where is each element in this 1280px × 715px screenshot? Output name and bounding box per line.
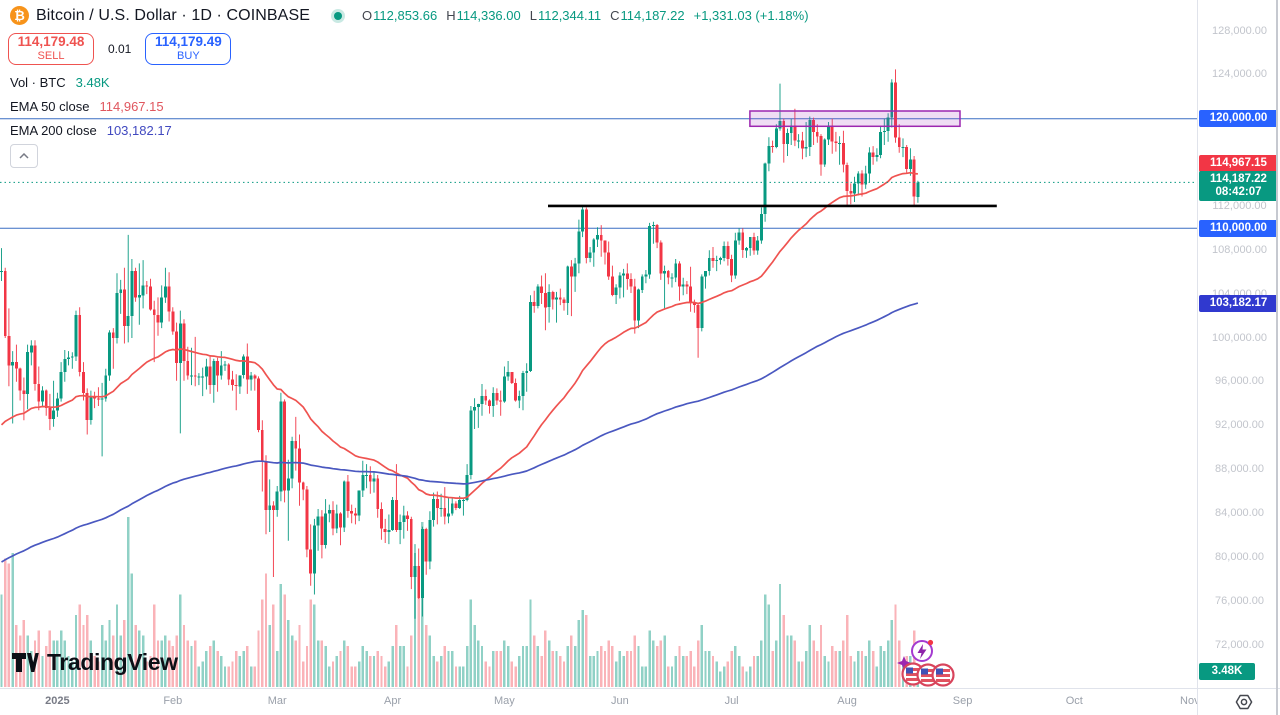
symbol-title[interactable]: Bitcoin / U.S. Dollar · 1D · COINBASE: [36, 6, 310, 24]
ohlc-values: O 112,853.66 H 114,336.00 L 112,344.11 C 114…: [362, 8, 809, 23]
volume-badge: 3.48K: [1199, 663, 1255, 680]
time-axis-label: Oct: [1065, 695, 1083, 707]
time-axis-label: May: [494, 695, 515, 707]
volume-value: 3.48K: [75, 74, 110, 90]
market-status-icon: [331, 8, 345, 23]
symbol-header[interactable]: ₿ Bitcoin / U.S. Dollar · 1D · COINBASE …: [10, 6, 809, 25]
price-tick-label: 72,000.00: [1215, 638, 1264, 651]
ema50-value-badge: 114,967.15: [1199, 155, 1278, 173]
tradingview-logo[interactable]: TradingView: [10, 649, 178, 676]
price-tick-label: 112,000.00: [1212, 199, 1267, 212]
time-scale[interactable]: 2025 Feb Mar Apr May Jun Jul Aug Sep Oct Nov: [0, 688, 1200, 715]
time-axis-label: Apr: [384, 695, 402, 707]
alert-level-badge-120000: 120,000.00: [1199, 110, 1278, 128]
price-tick-label: 84,000.00: [1215, 506, 1264, 519]
buy-button[interactable]: 114,179.49 BUY: [145, 33, 232, 65]
time-axis-label: 2025: [45, 695, 70, 707]
ema200-legend-row[interactable]: EMA 200 close 103,182.17: [10, 122, 172, 138]
window-right-border: [1276, 0, 1278, 715]
price-scale[interactable]: 128,000.00124,000.00120,000.00116,000.00…: [1197, 0, 1280, 688]
scale-settings-corner: [1197, 688, 1280, 715]
tradingview-logo-text: TradingView: [47, 649, 178, 675]
trade-panel: 114,179.48 SELL 0.01 114,179.49 BUY: [8, 33, 232, 65]
time-axis-label: Jul: [724, 695, 739, 707]
time-axis-label: Jun: [611, 695, 629, 707]
gear-icon[interactable]: [1234, 692, 1254, 712]
ema50-value: 114,967.15: [99, 98, 164, 114]
time-axis-label: Nov: [1180, 695, 1200, 707]
tradingview-logo-icon: [12, 652, 39, 672]
price-tick-label: 128,000.00: [1211, 24, 1268, 37]
time-axis-label: Aug: [837, 695, 857, 707]
chevron-up-icon: [19, 153, 29, 159]
time-axis-label: Sep: [952, 695, 973, 707]
volume-legend-row[interactable]: Vol · BTC 3.48K: [10, 74, 110, 90]
price-tick-label: 124,000.00: [1211, 68, 1268, 81]
price-tick-label: 76,000.00: [1215, 594, 1264, 607]
price-tick-label: 80,000.00: [1215, 550, 1264, 563]
flash-event-icon: [897, 639, 934, 670]
time-axis-label: Feb: [163, 695, 183, 707]
chart-pane[interactable]: ₿ Bitcoin / U.S. Dollar · 1D · COINBASE …: [0, 0, 1197, 688]
sell-button[interactable]: 114,179.48 SELL: [8, 33, 94, 65]
price-tick-label: 108,000.00: [1211, 243, 1268, 256]
price-tick-label: 88,000.00: [1215, 463, 1264, 475]
candlestick-chart[interactable]: [0, 0, 1197, 688]
ema50-legend-row[interactable]: EMA 50 close 114,967.15: [10, 98, 164, 114]
last-price-badge: 114,187.22 08:42:07: [1199, 171, 1278, 202]
spread-value: 0.01: [108, 42, 132, 56]
alert-level-badge-110000: 110,000.00: [1199, 219, 1278, 237]
calendar-event-icons[interactable]: [896, 634, 958, 688]
price-tick-label: 100,000.00: [1211, 331, 1268, 344]
change-value: +1,331.03 (+1.18%): [693, 8, 809, 23]
us-flag-event-icons: [901, 662, 955, 687]
ema200-value-badge: 103,182.17: [1199, 294, 1278, 312]
collapse-legend-button[interactable]: [10, 144, 38, 168]
price-tick-label: 96,000.00: [1215, 375, 1264, 388]
time-axis-label: Mar: [267, 695, 287, 707]
bitcoin-icon: ₿: [10, 6, 29, 25]
ema200-value: 103,182.17: [106, 122, 172, 138]
price-tick-label: 92,000.00: [1215, 419, 1264, 432]
